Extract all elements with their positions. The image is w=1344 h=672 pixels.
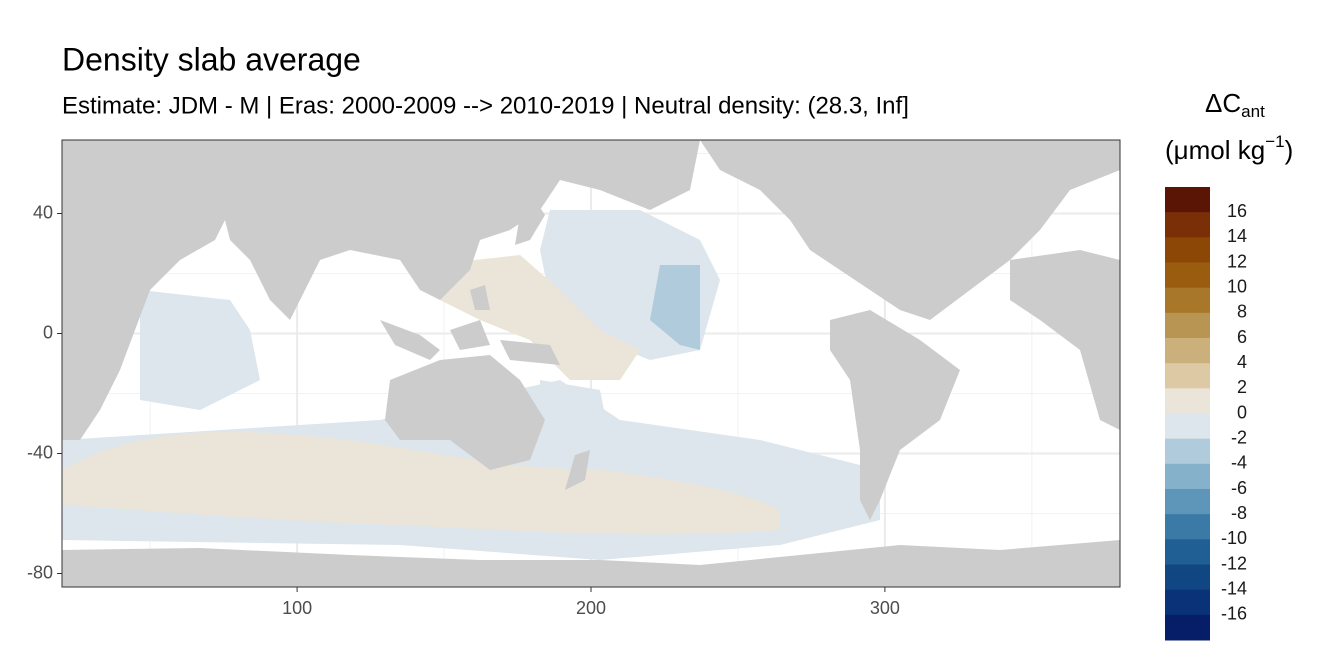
land-mass [1010,250,1120,430]
ocean-patch [540,380,610,450]
legend-title: ΔCant [1205,88,1265,122]
legend-label: -14 [1221,578,1247,598]
legend-label: 8 [1237,302,1247,322]
legend-label: -8 [1231,503,1247,523]
legend-label: -4 [1231,453,1247,473]
legend-swatch [1165,463,1210,490]
land-mass [200,140,700,320]
legend-swatch [1165,614,1210,641]
legend-swatch [1165,514,1210,540]
ocean-field [62,210,880,560]
legend-label: 14 [1227,226,1247,246]
legend-label: 10 [1227,276,1247,296]
y-tick-label: 40 [33,202,53,222]
x-tick-label: 200 [576,598,606,618]
legend-superscript: −1 [1265,132,1284,151]
legend-swatch [1165,338,1210,364]
ocean-patch [650,265,700,350]
land-mass [62,140,235,440]
legend-swatch [1165,438,1210,465]
ocean-patch [62,431,780,535]
map [62,140,1120,587]
legend-label: -16 [1221,604,1247,624]
y-tick-label: 0 [43,322,53,342]
legend-swatch [1165,187,1210,213]
legend-label: -12 [1221,553,1247,573]
y-tick-label: -40 [27,442,53,462]
legend-label: 4 [1237,352,1247,372]
legend-label: 6 [1237,327,1247,347]
legend-swatch [1165,312,1210,339]
legend-label: -10 [1221,528,1247,548]
legend-label: 2 [1237,377,1247,397]
legend-swatch [1165,262,1210,289]
legend-swatch [1165,388,1210,414]
ocean-patch [140,290,260,410]
legend-swatch [1165,287,1210,314]
legend-close: ) [1285,135,1294,165]
land-mass [380,285,560,365]
land-mass [700,140,1120,320]
legend-swatch [1165,589,1210,616]
land-mass [565,450,590,490]
legend-swatch [1165,489,1210,515]
land-mass [62,540,1120,587]
x-tick-label: 300 [870,598,900,618]
legend-unit: (μmol kg−1) [1165,132,1293,164]
legend-label: 16 [1227,201,1247,221]
chart-title: Density slab average [62,41,361,77]
x-tick-label: 100 [282,598,312,618]
legend-subscript: ant [1241,102,1265,121]
land-mass [515,200,545,245]
legend-label: 0 [1237,402,1247,422]
legend-swatch [1165,237,1210,263]
legend-swatch [1165,212,1210,238]
legend-swatch [1165,363,1210,389]
legend-swatch [1165,564,1210,591]
y-tick-label: -80 [27,562,53,582]
legend-swatch [1165,539,1210,565]
land-mass [830,310,960,520]
land-mass [385,355,545,470]
legend-label: -2 [1231,427,1247,447]
legend-swatch [1165,413,1210,440]
legend-label: 12 [1227,251,1247,271]
legend-label: -6 [1231,478,1247,498]
land [62,140,1120,587]
chart-subtitle: Estimate: JDM - M | Eras: 2000-2009 --> … [62,92,909,119]
legend-symbol: ΔC [1205,88,1241,118]
legend-unit-text: (μmol kg [1165,135,1265,165]
legend: ΔCant (μmol kg−1) 16 14 12 10 8 6 4 2 0 -2 -4 -6 -8 -… [1165,88,1293,641]
